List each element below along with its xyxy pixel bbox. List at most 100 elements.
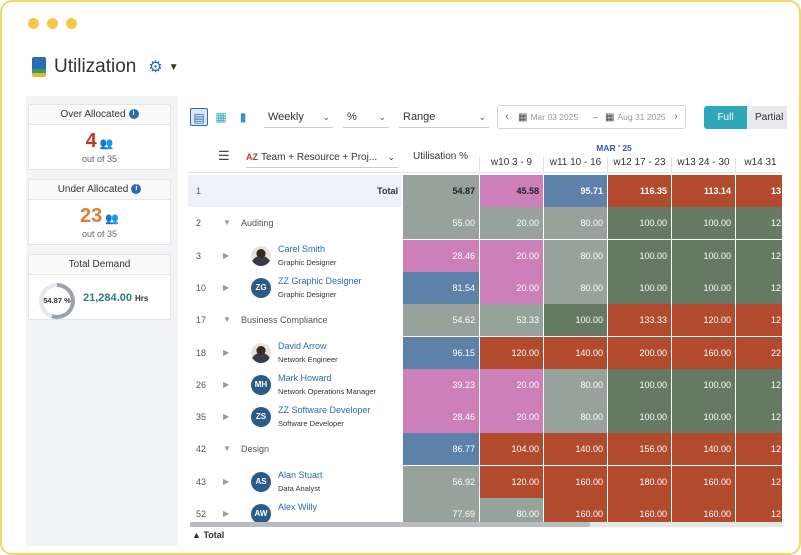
expand-triangle-icon[interactable]: ▶: [223, 509, 230, 518]
week-value-cell[interactable]: 12: [735, 368, 782, 401]
week-value-cell[interactable]: 12: [735, 465, 782, 498]
unit-select[interactable]: % ⌄: [343, 106, 389, 128]
week-column-header[interactable]: w11 10 - 16: [543, 157, 607, 173]
full-button[interactable]: Full: [704, 106, 747, 129]
utilisation-cell[interactable]: 77.69: [402, 498, 479, 525]
week-value-cell[interactable]: 20.00: [479, 271, 543, 304]
week-value-cell[interactable]: 156.00: [607, 433, 671, 466]
week-value-cell[interactable]: 45.58: [479, 175, 543, 207]
expand-triangle-icon[interactable]: ▶: [223, 347, 230, 357]
window-dot-icon[interactable]: [66, 18, 77, 29]
end-date-field[interactable]: ▦ Aug 31 2025: [605, 106, 666, 128]
range-select[interactable]: Range ⌄: [399, 106, 489, 128]
resource-name-link[interactable]: David Arrow: [278, 340, 327, 351]
week-value-cell[interactable]: 120.00: [671, 304, 735, 337]
week-value-cell[interactable]: 140.00: [543, 336, 607, 369]
under-allocated-card[interactable]: Under Allocated i 23 👥 out of 35: [28, 179, 171, 245]
group-row[interactable]: 42 ▼ Design 86.77 104.00 140.00 156.00 140.00 12: [188, 433, 782, 466]
week-value-cell[interactable]: 100.00: [607, 239, 671, 272]
week-value-cell[interactable]: 80.00: [479, 498, 543, 525]
resource-name-link[interactable]: Mark Howard: [278, 372, 332, 383]
partial-button[interactable]: Partial: [747, 106, 787, 129]
week-value-cell[interactable]: 80.00: [543, 239, 607, 272]
week-value-cell[interactable]: 13: [735, 175, 782, 207]
utilisation-cell[interactable]: 81.54: [402, 271, 479, 304]
week-value-cell[interactable]: 120.00: [479, 336, 543, 369]
resource-name-link[interactable]: ZZ Software Developer: [278, 405, 371, 416]
horizontal-scrollbar[interactable]: [190, 522, 782, 527]
utilisation-cell[interactable]: 39.23: [402, 368, 479, 401]
week-value-cell[interactable]: 80.00: [543, 207, 607, 240]
week-value-cell[interactable]: 22: [735, 336, 782, 369]
week-value-cell[interactable]: 160.00: [671, 498, 735, 525]
list-view-icon[interactable]: ▤: [190, 108, 208, 126]
week-value-cell[interactable]: 100.00: [543, 304, 607, 337]
expand-triangle-icon[interactable]: ▶: [223, 476, 230, 486]
utilisation-cell[interactable]: 96.15: [402, 336, 479, 369]
week-value-cell[interactable]: 80.00: [543, 401, 607, 434]
week-value-cell[interactable]: 20.00: [479, 401, 543, 434]
group-row[interactable]: 2 ▼ Auditing 55.00 20.00 80.00 100.00 100.00 12: [188, 207, 782, 240]
week-value-cell[interactable]: 116.35: [607, 175, 671, 207]
week-value-cell[interactable]: 160.00: [671, 465, 735, 498]
week-value-cell[interactable]: 113.14: [671, 175, 735, 207]
indent-icon[interactable]: ☰: [218, 148, 230, 163]
over-allocated-card[interactable]: Over Allocated i 4 👥 out of 35: [28, 104, 171, 170]
week-value-cell[interactable]: 100.00: [607, 368, 671, 401]
info-icon[interactable]: i: [128, 109, 139, 120]
expand-triangle-icon[interactable]: ▼: [223, 315, 231, 325]
expand-triangle-icon[interactable]: ▼: [223, 444, 231, 454]
date-range-picker[interactable]: ‹ ▦ Mar 03 2025 – ▦ Aug 31 2025 ›: [497, 105, 686, 129]
week-column-header[interactable]: w13 24 - 30: [671, 157, 735, 173]
resource-row[interactable]: 10 ▶ ZG ZZ Graphic Designer Graphic Designer…: [188, 271, 782, 304]
group-row[interactable]: 17 ▼ Business Compliance 54.62 53.33 100.00 13…: [188, 304, 782, 337]
resource-name-link[interactable]: Carel Smith: [278, 243, 326, 254]
week-value-cell[interactable]: 12: [735, 304, 782, 337]
utilisation-cell[interactable]: 54.87: [402, 175, 479, 207]
scroll-thumb[interactable]: [190, 522, 590, 527]
week-column-header[interactable]: w14 31: [735, 157, 782, 173]
week-value-cell[interactable]: 160.00: [543, 498, 607, 525]
window-dot-icon[interactable]: [28, 18, 39, 29]
resource-name-link[interactable]: Alan Stuart: [278, 469, 323, 480]
week-value-cell[interactable]: 12: [735, 239, 782, 272]
expand-triangle-icon[interactable]: ▼: [223, 218, 231, 228]
resource-row[interactable]: 18 ▶ David Arrow Network Engineer 96.15 120.0…: [188, 336, 782, 369]
week-value-cell[interactable]: 20.00: [479, 239, 543, 272]
utilisation-cell[interactable]: 28.46: [402, 401, 479, 434]
week-value-cell[interactable]: 53.33: [479, 304, 543, 337]
resource-row[interactable]: 52 ▶ AW Alex Willy 77.69 80.00 160.00 160.00 160…: [188, 498, 782, 525]
prev-range-icon[interactable]: ‹: [505, 111, 509, 122]
resource-row[interactable]: 26 ▶ MH Mark Howard Network Operations Manag…: [188, 368, 782, 401]
resource-row[interactable]: 3 ▶ Carel Smith Graphic Designer 28.46 20.00 8…: [188, 239, 782, 272]
expand-triangle-icon[interactable]: ▶: [223, 412, 230, 422]
utilisation-cell[interactable]: 28.46: [402, 239, 479, 272]
caret-down-icon[interactable]: ▼: [168, 61, 179, 73]
week-value-cell[interactable]: 200.00: [607, 336, 671, 369]
resource-row[interactable]: 43 ▶ AS Alan Stuart Data Analyst 56.92 120.00 1…: [188, 465, 782, 498]
week-value-cell[interactable]: 20.00: [479, 368, 543, 401]
grid-view-icon[interactable]: ▦: [215, 110, 227, 124]
resource-name-link[interactable]: Alex Willy: [278, 502, 318, 512]
start-date-field[interactable]: ▦ Mar 03 2025: [518, 106, 578, 128]
resource-name-link[interactable]: ZZ Graphic Designer: [278, 275, 362, 286]
utilisation-cell[interactable]: 56.92: [402, 465, 479, 498]
week-value-cell[interactable]: 120.00: [479, 465, 543, 498]
week-value-cell[interactable]: 12: [735, 498, 782, 525]
week-value-cell[interactable]: 95.71: [543, 175, 607, 207]
week-value-cell[interactable]: 20.00: [479, 207, 543, 240]
week-value-cell[interactable]: 140.00: [671, 433, 735, 466]
footer-total[interactable]: ▲ Total: [192, 530, 224, 540]
week-value-cell[interactable]: 140.00: [543, 433, 607, 466]
week-value-cell[interactable]: 12: [735, 401, 782, 434]
week-value-cell[interactable]: 180.00: [607, 465, 671, 498]
week-value-cell[interactable]: 100.00: [607, 271, 671, 304]
group-by-select[interactable]: AZ Team + Resource + Proj... ⌄: [246, 146, 398, 168]
week-value-cell[interactable]: 12: [735, 433, 782, 466]
expand-triangle-icon[interactable]: ▶: [223, 250, 230, 260]
week-value-cell[interactable]: 100.00: [607, 401, 671, 434]
total-demand-card[interactable]: Total Demand 54.87 % 21,284.00 Hrs: [28, 254, 171, 320]
week-value-cell[interactable]: 100.00: [671, 207, 735, 240]
utilisation-cell[interactable]: 55.00: [402, 207, 479, 240]
week-value-cell[interactable]: 12: [735, 207, 782, 240]
